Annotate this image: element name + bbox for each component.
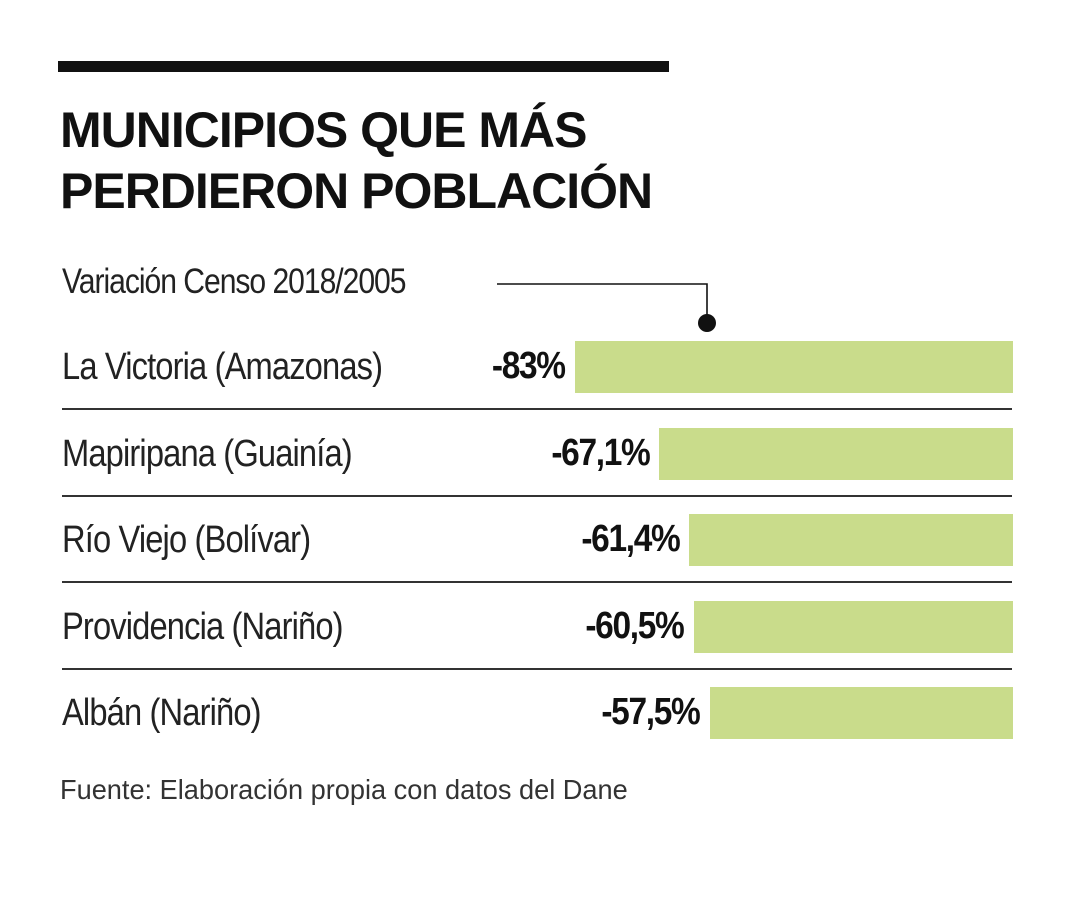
chart-title-line-2: PERDIERON POBLACIÓN bbox=[60, 163, 653, 219]
bar bbox=[688, 514, 1013, 566]
bar bbox=[693, 600, 1013, 653]
row-divider bbox=[62, 667, 1012, 670]
value-label: -61,4% bbox=[580, 518, 680, 560]
bar bbox=[575, 341, 1013, 393]
category-label: Mapiripana (Guainía) bbox=[62, 432, 353, 475]
title-rule bbox=[58, 61, 669, 72]
row-divider bbox=[62, 494, 1012, 497]
callout-connector bbox=[497, 283, 708, 322]
chart-subtitle: Variación Censo 2018/2005 bbox=[62, 262, 407, 301]
category-label: Río Viejo (Bolívar) bbox=[62, 519, 311, 561]
bar bbox=[658, 427, 1013, 480]
value-label: -83% bbox=[492, 345, 566, 387]
callout-dot bbox=[698, 314, 716, 332]
value-label: -57,5% bbox=[601, 691, 701, 733]
chart-title-line-1: MUNICIPIOS QUE MÁS bbox=[60, 102, 587, 158]
row-divider bbox=[62, 581, 1012, 583]
category-label: Providencia (Nariño) bbox=[62, 605, 344, 648]
value-label: -60,5% bbox=[585, 604, 685, 647]
category-label: Albán (Nariño) bbox=[62, 692, 262, 734]
row-divider bbox=[62, 408, 1012, 410]
value-label: -67,1% bbox=[550, 431, 650, 474]
category-label: La Victoria (Amazonas) bbox=[62, 346, 383, 388]
bar bbox=[709, 687, 1013, 739]
source-note: Fuente: Elaboración propia con datos del… bbox=[60, 774, 628, 805]
